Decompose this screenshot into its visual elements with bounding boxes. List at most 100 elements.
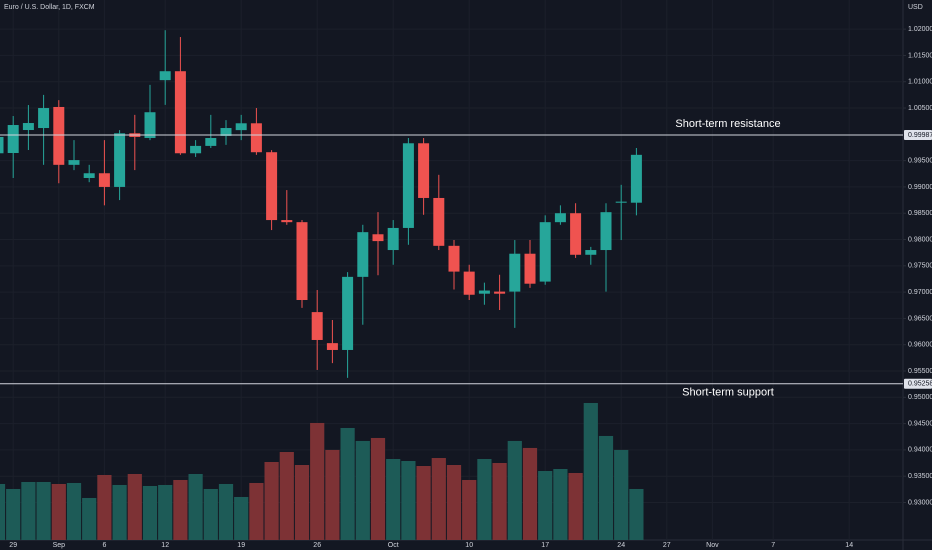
candle-body (448, 245, 460, 272)
x-tick-label: 29 (9, 542, 17, 549)
volume-bar (598, 435, 614, 540)
y-tick-label: 1.01500 (908, 52, 932, 59)
candle-body (190, 145, 202, 154)
volume-bar (583, 402, 598, 540)
overlay: 1.02000 1.01500 1.01000 1.00500 0.99500 0.990… (0, 26, 932, 549)
candle-body (357, 232, 369, 277)
y-tick-label: 1.00500 (908, 105, 932, 112)
volume-bar (310, 422, 325, 540)
y-tick-label: 0.95500 (908, 368, 932, 375)
plot (0, 30, 644, 540)
level-annotation: Short-term resistance (675, 118, 780, 130)
volume-bar (477, 459, 492, 540)
volume-bar (325, 449, 340, 540)
volume-bar (629, 488, 644, 540)
volume-bar (218, 483, 234, 540)
candle-body (418, 143, 430, 198)
volume-bar (568, 472, 583, 540)
volume-bar (142, 485, 158, 540)
volume-bar (553, 468, 568, 540)
volume-bar (522, 447, 538, 540)
volume-bar (203, 488, 218, 540)
candle-body (600, 212, 612, 251)
volume-bar (614, 449, 629, 540)
candle-body (554, 213, 566, 223)
x-tick-label: Sep (53, 542, 66, 549)
candle-body (7, 125, 19, 154)
candle-body (615, 201, 627, 203)
volume-bar (51, 483, 66, 540)
volume-bar (188, 473, 203, 540)
candle-body (372, 234, 384, 242)
candle-body (266, 152, 278, 221)
volume-bar (538, 470, 553, 540)
price-label: 0.99987 (908, 132, 932, 139)
candle-body (342, 276, 354, 350)
volume-bar (340, 427, 355, 540)
candle-body (22, 123, 34, 131)
candle-body (38, 108, 50, 129)
volume-bar (294, 464, 310, 540)
candle-body (296, 222, 308, 301)
candle-body (539, 222, 551, 282)
y-tick-label: 0.99000 (908, 184, 932, 191)
volume-bar (431, 458, 446, 540)
candle-body (0, 136, 4, 154)
candle-body (144, 112, 156, 139)
volume-bar (82, 497, 97, 540)
x-tick-label: 24 (617, 542, 625, 549)
x-tick-label: 10 (465, 542, 473, 549)
x-tick-label: 7 (771, 542, 775, 549)
candle-body (478, 290, 490, 294)
x-tick-label: 12 (161, 542, 169, 549)
x-tick-label: 27 (663, 542, 671, 549)
y-tick-label: 0.94500 (908, 420, 932, 427)
y-tick-label: 0.98000 (908, 236, 932, 243)
volume-bar (249, 482, 264, 540)
y-tick-label: 0.96000 (908, 342, 932, 349)
candle-body (630, 154, 642, 203)
candle-body (159, 71, 171, 81)
volume-bar (401, 461, 416, 540)
y-tick-label: 0.98500 (908, 210, 932, 217)
volume-bar (112, 484, 127, 540)
volume-bar (97, 474, 112, 540)
candle-body (205, 138, 217, 146)
volume-bar (386, 459, 401, 540)
y-tick-label: 0.96500 (908, 315, 932, 322)
candle-body (235, 123, 247, 131)
candle-body (83, 173, 95, 178)
candle-body (509, 253, 521, 292)
volume-bar (370, 437, 386, 540)
y-tick-label: 1.02000 (908, 26, 932, 33)
volume-bar (416, 465, 431, 540)
volume-bar (446, 464, 462, 540)
candle-body (387, 227, 399, 251)
volume-bar (66, 482, 82, 540)
x-tick-label: Oct (388, 542, 399, 549)
candle-body (326, 343, 338, 350)
volume-bar (36, 481, 51, 540)
x-tick-label: 14 (845, 542, 853, 549)
candle-body (53, 106, 65, 165)
candle-body (494, 291, 506, 294)
level-annotation: Short-term support (682, 387, 774, 399)
x-tick-label: 6 (102, 542, 106, 549)
volume-bar (264, 462, 279, 540)
candle-body (570, 213, 582, 255)
volume-bar (492, 462, 507, 540)
y-tick-label: 0.94000 (908, 447, 932, 454)
volume-bar (279, 452, 294, 540)
volume-bar (234, 496, 249, 540)
volume-bar (507, 440, 522, 540)
price-label-box (904, 130, 932, 141)
candle-body (281, 220, 293, 223)
y-tick-label: 0.99500 (908, 157, 932, 164)
volume-bar (6, 488, 21, 540)
y-axis-label: USD (908, 4, 923, 11)
candle-body (433, 197, 445, 246)
y-tick-label: 0.93500 (908, 473, 932, 480)
candle-body (68, 160, 80, 165)
x-tick-label: 19 (237, 542, 245, 549)
volume-bar (355, 440, 370, 540)
